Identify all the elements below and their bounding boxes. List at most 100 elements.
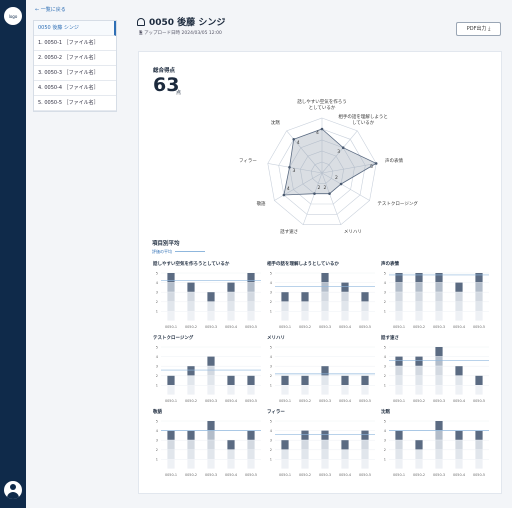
y-tick-label: 4 bbox=[384, 355, 387, 359]
y-tick-label: 2 bbox=[384, 448, 386, 452]
bar-segment bbox=[361, 301, 369, 311]
bar-segment bbox=[187, 301, 195, 311]
bar-segment bbox=[187, 366, 195, 376]
y-tick-label: 3 bbox=[384, 291, 386, 295]
radar-spoke bbox=[286, 130, 323, 174]
file-list-item[interactable]: 5. 0050-5 ［ファイル名］ bbox=[34, 96, 116, 111]
bar-segment bbox=[415, 356, 423, 366]
file-list-item[interactable]: 3. 0050-3 ［ファイル名］ bbox=[34, 66, 116, 81]
pdf-export-button[interactable]: PDF出力 ⤓ bbox=[456, 22, 501, 36]
file-panel: ← 一覧に戻る 0050 後藤 シンジ 1. 0050-1 ［ファイル名］ 2. 0… bbox=[26, 0, 122, 508]
item-bar-chart: 敬語 1 2 3 4 5 0050-1 0050-2 0050-3 0050-4 0050-5 bbox=[153, 409, 263, 481]
item-chart-plot: 1 2 3 4 5 0050-1 0050-2 0050-3 0050-4 0050-5 bbox=[270, 271, 375, 329]
bar bbox=[281, 440, 289, 469]
radar-value-label: 2 bbox=[317, 185, 321, 191]
bar-segment bbox=[435, 459, 443, 469]
bar-segment bbox=[455, 375, 463, 385]
y-tick-label: 2 bbox=[270, 300, 272, 304]
file-list-item[interactable]: 2. 0050-2 ［ファイル名］ bbox=[34, 51, 116, 66]
bar-segment bbox=[207, 459, 215, 469]
bar bbox=[361, 375, 369, 395]
bar bbox=[301, 292, 309, 321]
bar-segment bbox=[475, 430, 483, 440]
x-tick-label: 0050-2 bbox=[299, 325, 311, 329]
file-list: 0050 後藤 シンジ 1. 0050-1 ［ファイル名］ 2. 0050-2 ［フ… bbox=[33, 20, 117, 112]
radar-spoke bbox=[302, 172, 323, 225]
bar-segment bbox=[247, 273, 255, 283]
bar-segment bbox=[395, 430, 403, 440]
item-chart-plot: 1 2 3 4 5 0050-1 0050-2 0050-3 0050-4 0050-5 bbox=[156, 271, 261, 329]
x-tick-label: 0050-5 bbox=[359, 325, 371, 329]
bar-segment bbox=[395, 459, 403, 469]
upload-date: 2024/03/05 12:00 bbox=[181, 31, 222, 36]
item-bar-chart: 沈黙 1 2 3 4 5 0050-1 0050-2 0050-3 0050-4 0050-5 bbox=[381, 409, 491, 481]
bar bbox=[207, 356, 215, 395]
bar bbox=[187, 366, 195, 395]
logo[interactable]: logo bbox=[4, 7, 22, 25]
bar-segment bbox=[187, 449, 195, 459]
y-tick-label: 5 bbox=[156, 419, 158, 423]
bar-segment bbox=[301, 301, 309, 311]
file-list-item[interactable]: 4. 0050-4 ［ファイル名］ bbox=[34, 81, 116, 96]
bar-segment bbox=[187, 375, 195, 385]
radar-grid-ring bbox=[267, 117, 377, 225]
item-chart-title: 声の表情 bbox=[381, 262, 399, 267]
bar-segment bbox=[341, 301, 349, 311]
radar-point bbox=[313, 192, 316, 195]
radar-axis-label: 話す速さ bbox=[280, 230, 299, 236]
bar-segment bbox=[415, 375, 423, 385]
x-tick-label: 0050-2 bbox=[185, 399, 197, 403]
x-tick-label: 0050-1 bbox=[393, 399, 405, 403]
radar-point bbox=[292, 137, 296, 141]
bar-segment bbox=[435, 366, 443, 376]
item-chart-plot: 1 2 3 4 5 0050-1 0050-2 0050-3 0050-4 0050-5 bbox=[384, 419, 489, 477]
bar-segment bbox=[341, 375, 349, 385]
file-list-item[interactable]: 0050 後藤 シンジ bbox=[34, 21, 116, 36]
file-list-item[interactable]: 1. 0050-1 ［ファイル名］ bbox=[34, 36, 116, 51]
bar-segment bbox=[415, 311, 423, 321]
bar-segment bbox=[227, 301, 235, 311]
user-icon[interactable] bbox=[4, 481, 22, 499]
bar-segment bbox=[415, 449, 423, 459]
bar-segment bbox=[321, 459, 329, 469]
bar-segment bbox=[395, 301, 403, 311]
bar-segment bbox=[341, 459, 349, 469]
radar-axis-label: 相手の話を理解しようとしているか bbox=[338, 114, 388, 126]
bar-segment bbox=[455, 440, 463, 450]
item-chart-plot: 1 2 3 4 5 0050-1 0050-2 0050-3 0050-4 0050-5 bbox=[156, 419, 261, 477]
bar-segment bbox=[281, 440, 289, 450]
y-tick-label: 3 bbox=[156, 365, 158, 369]
y-tick-label: 4 bbox=[384, 281, 387, 285]
x-tick-label: 0050-2 bbox=[185, 473, 197, 477]
item-bar-chart: メリハリ 1 2 3 4 5 0050-1 0050-2 0050-3 0050-4 0050-5 bbox=[267, 335, 377, 407]
item-chart-plot: 1 2 3 4 5 0050-1 0050-2 0050-3 0050-4 0050-5 bbox=[384, 271, 489, 329]
bar-segment bbox=[167, 385, 175, 395]
bar-segment bbox=[475, 459, 483, 469]
item-chart-title: 話す速さ bbox=[381, 336, 399, 341]
y-tick-label: 3 bbox=[156, 439, 158, 443]
bar bbox=[247, 375, 255, 395]
bar-segment bbox=[281, 385, 289, 395]
bar-segment bbox=[435, 449, 443, 459]
radar-grid-ring bbox=[310, 161, 334, 184]
bar-segment bbox=[247, 292, 255, 302]
y-tick-label: 3 bbox=[270, 365, 272, 369]
bar-segment bbox=[395, 366, 403, 376]
radar-value-label: 4 bbox=[286, 187, 290, 192]
bar-segment bbox=[167, 301, 175, 311]
bar-segment bbox=[361, 385, 369, 395]
average-legend-text: 評価の平均 bbox=[152, 249, 172, 254]
bar bbox=[361, 430, 369, 469]
bar bbox=[247, 430, 255, 469]
back-link[interactable]: ← 一覧に戻る bbox=[35, 7, 66, 13]
y-tick-label: 2 bbox=[270, 448, 272, 452]
bar-segment bbox=[475, 440, 483, 450]
bar-segment bbox=[207, 375, 215, 385]
bar-segment bbox=[435, 421, 443, 431]
bar bbox=[475, 430, 483, 469]
bar bbox=[395, 273, 403, 321]
radar-point bbox=[282, 193, 286, 197]
bar-segment bbox=[361, 459, 369, 469]
bar-segment bbox=[167, 282, 175, 292]
y-tick-label: 5 bbox=[384, 271, 386, 275]
